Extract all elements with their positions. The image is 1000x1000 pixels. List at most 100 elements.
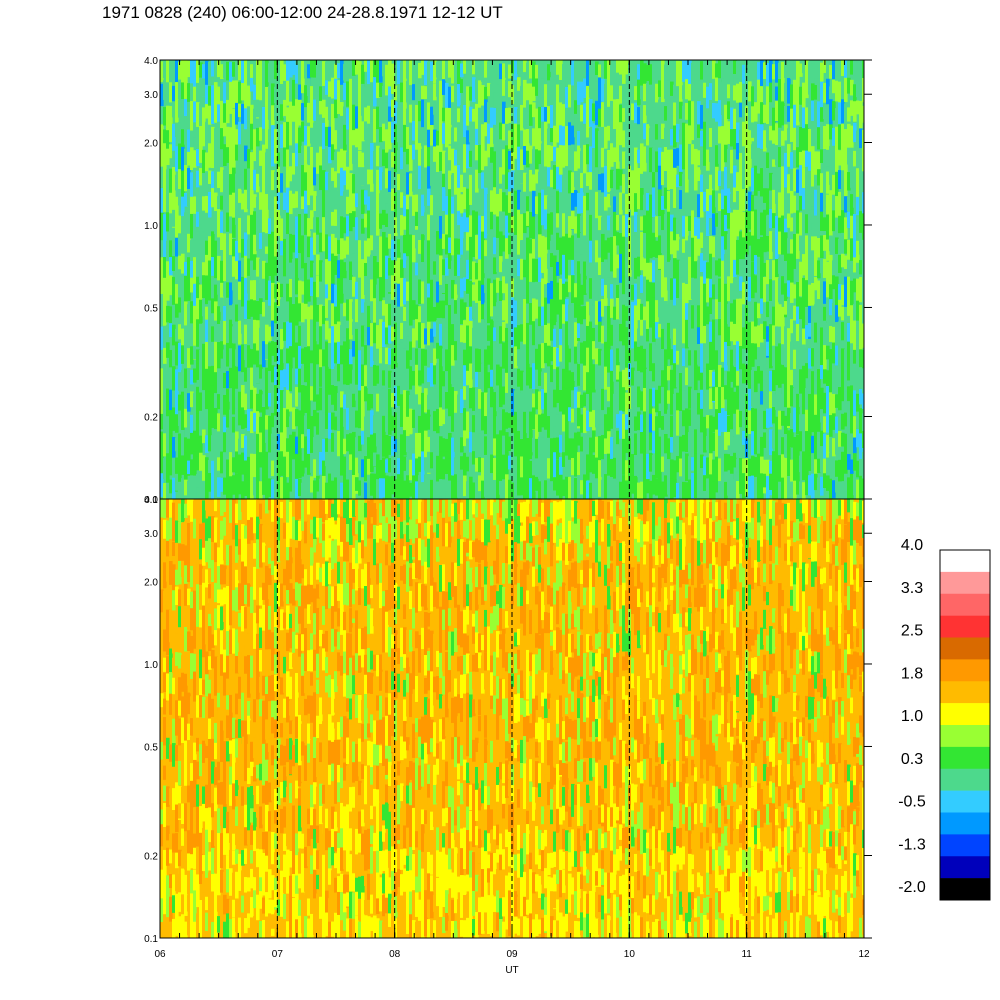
heatmap-cell xyxy=(607,453,611,488)
heatmap-cell xyxy=(730,456,734,483)
heatmap-cell xyxy=(694,235,698,269)
heatmap-cell xyxy=(481,363,485,391)
heatmap-cell xyxy=(181,455,185,475)
heatmap-cell xyxy=(187,460,191,475)
heatmap-cell xyxy=(373,60,377,79)
heatmap-cell xyxy=(169,349,173,368)
heatmap-cell xyxy=(793,407,797,433)
heatmap-cell xyxy=(244,460,248,475)
heatmap-cell xyxy=(274,129,278,164)
heatmap-cell xyxy=(700,232,704,248)
heatmap-cell xyxy=(169,807,173,825)
heatmap-cell xyxy=(334,151,338,190)
heatmap-cell xyxy=(385,347,389,378)
heatmap-cell xyxy=(742,64,746,92)
heatmap-cell xyxy=(400,434,404,467)
heatmap-cell xyxy=(292,174,296,196)
heatmap-cell xyxy=(748,101,752,130)
heatmap-cell xyxy=(523,172,527,202)
heatmap-cell xyxy=(802,60,806,74)
heatmap-cell xyxy=(586,435,590,454)
heatmap-cell xyxy=(775,123,779,159)
heatmap-cell xyxy=(331,167,335,181)
heatmap-cell xyxy=(223,394,227,415)
heatmap-cell xyxy=(433,322,437,337)
heatmap-cell xyxy=(529,350,533,364)
heatmap-cell xyxy=(367,210,371,242)
heatmap-cell xyxy=(838,387,842,411)
heatmap-cell xyxy=(178,188,182,206)
heatmap-cell xyxy=(340,391,344,415)
heatmap-cell xyxy=(640,143,644,176)
heatmap-cell xyxy=(769,370,773,404)
heatmap-cell xyxy=(451,102,455,125)
heatmap-cell xyxy=(193,759,197,789)
heatmap-cell xyxy=(499,366,503,400)
heatmap-cell xyxy=(697,62,701,94)
heatmap-cell xyxy=(511,415,515,442)
heatmap-cell xyxy=(364,213,368,228)
heatmap-cell xyxy=(607,327,611,353)
heatmap-cell xyxy=(835,171,839,198)
heatmap-cell xyxy=(676,482,680,499)
heatmap-cell xyxy=(184,165,188,192)
heatmap-cell xyxy=(634,283,638,312)
heatmap-cell xyxy=(796,77,800,107)
heatmap-cell xyxy=(667,473,671,495)
heatmap-cell xyxy=(610,255,614,272)
heatmap-cell xyxy=(169,921,173,937)
heatmap-cell xyxy=(169,744,173,763)
heatmap-cell xyxy=(163,914,167,937)
heatmap-cell xyxy=(172,788,176,825)
heatmap-cell xyxy=(472,415,476,437)
heatmap-cell xyxy=(235,279,239,311)
heatmap-cell xyxy=(418,370,422,386)
heatmap-cell xyxy=(832,342,836,377)
heatmap-cell xyxy=(292,258,296,282)
heatmap-cell xyxy=(199,761,203,777)
heatmap-cell xyxy=(169,479,173,494)
heatmap-cell xyxy=(580,104,584,123)
heatmap-cell xyxy=(619,192,623,228)
heatmap-cell xyxy=(298,60,302,98)
heatmap-cell xyxy=(703,151,707,166)
heatmap-cell xyxy=(625,60,629,75)
heatmap-cell xyxy=(562,323,566,355)
heatmap-cell xyxy=(802,82,806,114)
heatmap-cell xyxy=(175,804,179,833)
heatmap-cell xyxy=(181,523,185,547)
heatmap-cell xyxy=(619,233,623,257)
heatmap-cell xyxy=(187,304,191,341)
heatmap-cell xyxy=(307,389,311,426)
heatmap-cell xyxy=(181,391,185,423)
heatmap-cell xyxy=(418,432,422,461)
heatmap-cell xyxy=(316,321,320,342)
heatmap-cell xyxy=(832,480,836,499)
heatmap-cell xyxy=(559,253,563,275)
heatmap-cell xyxy=(406,235,410,257)
heatmap-cell xyxy=(820,81,824,111)
heatmap-cell xyxy=(469,408,473,445)
heatmap-cell xyxy=(208,143,212,168)
heatmap-cell xyxy=(475,429,479,462)
heatmap-cell xyxy=(175,196,179,225)
heatmap-cell xyxy=(331,211,335,226)
heatmap-cell xyxy=(811,348,815,367)
heatmap-cell xyxy=(760,148,764,181)
heatmap-cell xyxy=(511,123,515,157)
heatmap-cell xyxy=(397,306,401,340)
heatmap-cell xyxy=(433,190,437,227)
heatmap-cell xyxy=(385,80,389,96)
heatmap-cell xyxy=(292,60,296,75)
heatmap-cell xyxy=(781,276,785,295)
heatmap-cell xyxy=(193,789,197,808)
heatmap-cell xyxy=(856,365,860,401)
heatmap-cell xyxy=(223,372,227,389)
heatmap-cell xyxy=(355,299,359,323)
heatmap-cell xyxy=(403,372,407,405)
heatmap-cell xyxy=(349,364,353,384)
heatmap-cell xyxy=(364,456,368,482)
heatmap-cell xyxy=(511,278,515,301)
heatmap-cell xyxy=(379,459,383,491)
heatmap-cell xyxy=(178,543,182,573)
